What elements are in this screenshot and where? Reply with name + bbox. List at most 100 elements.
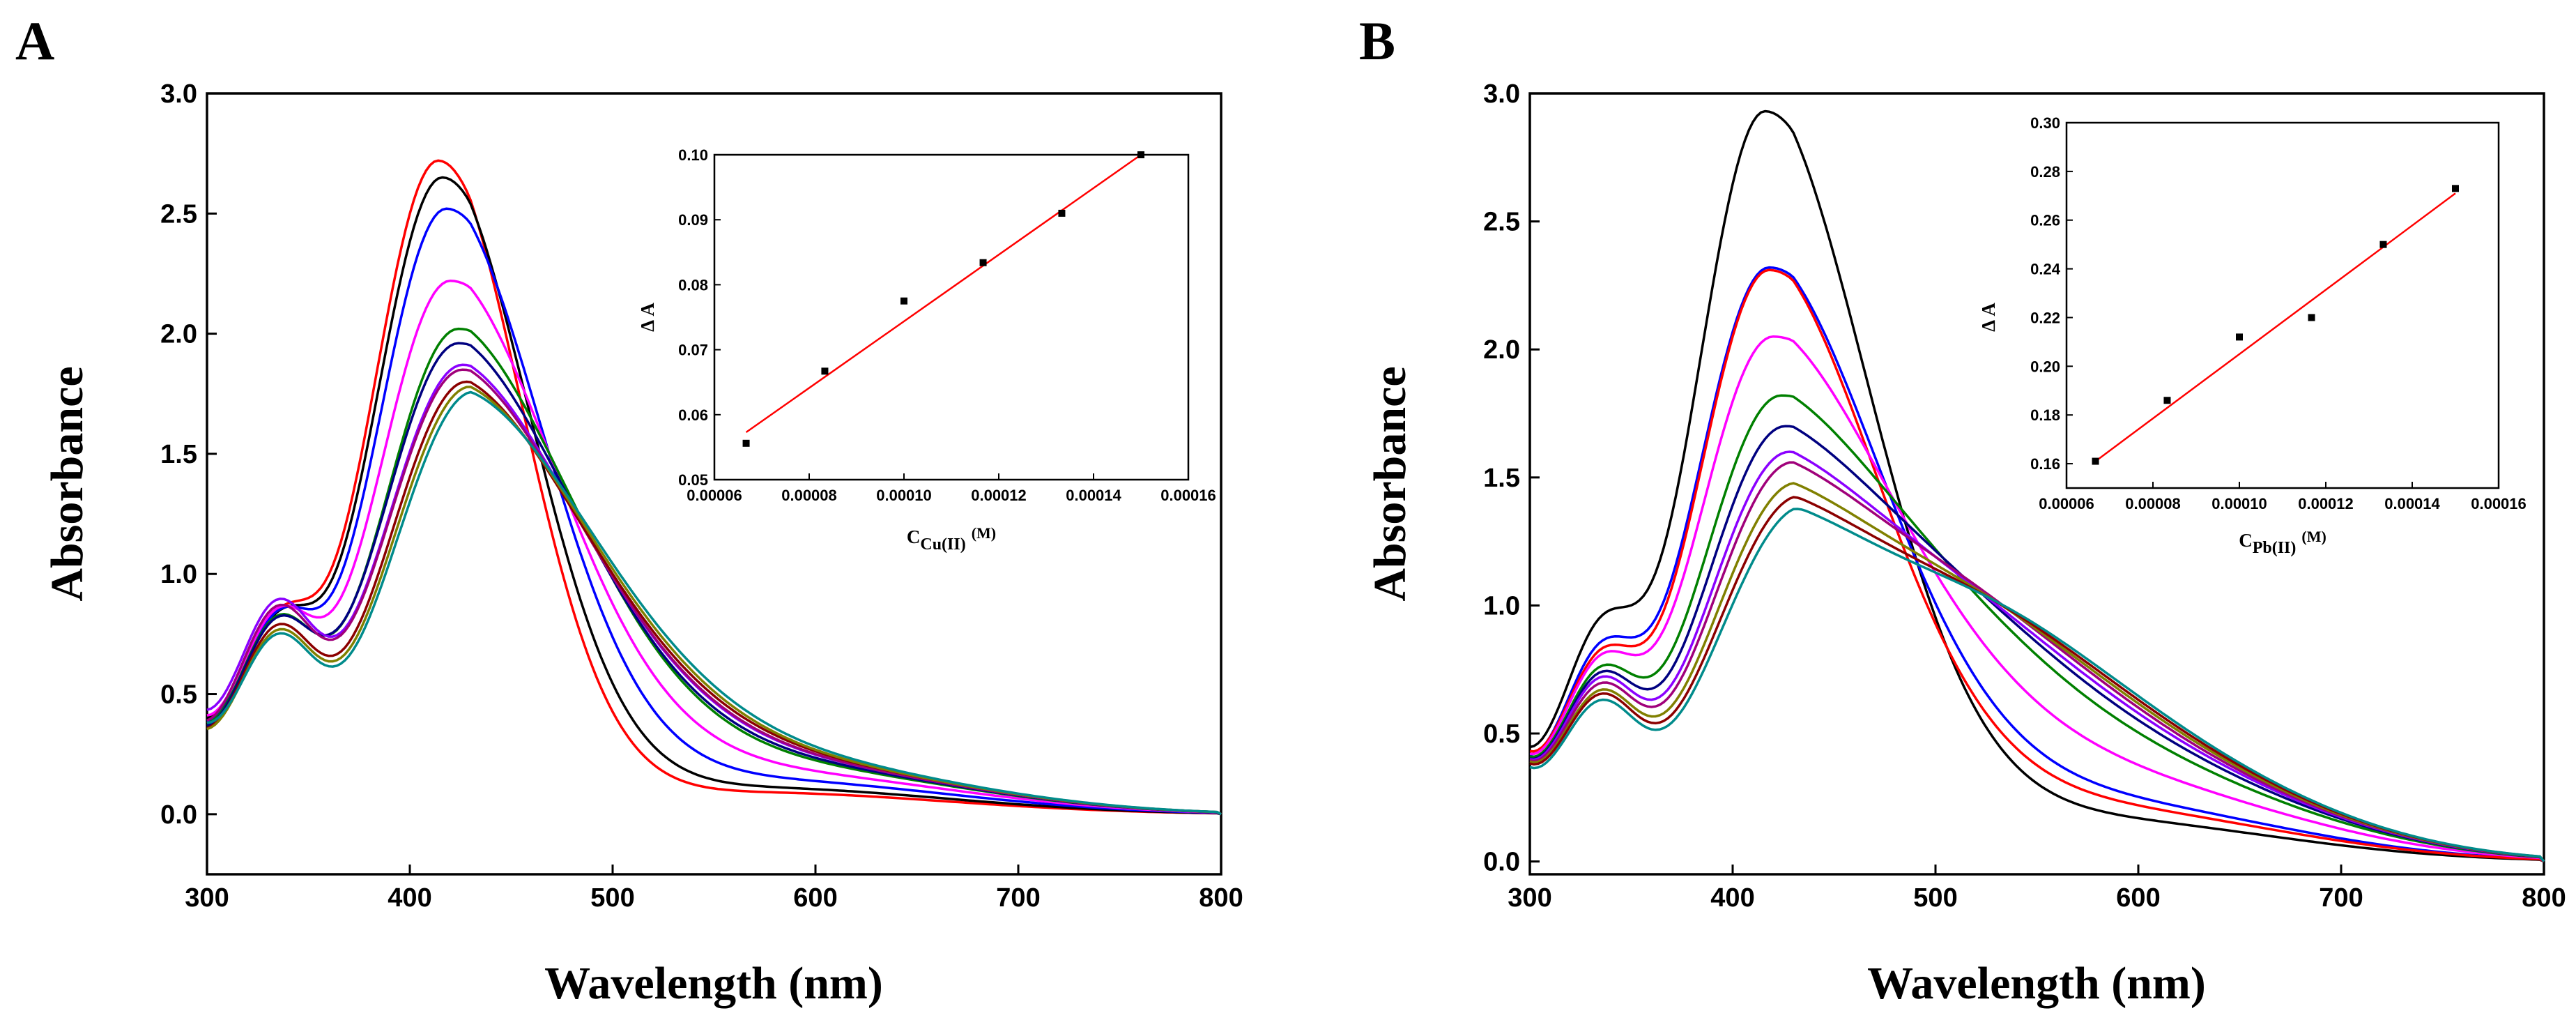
- inset-ticks-b: 0.00006 0.00008 0.00010 0.00012 0.00014 0.000…: [2030, 114, 2527, 512]
- y-tick-label: 2.5: [160, 199, 197, 229]
- inset-x-tick-label: 0.00014: [1066, 487, 1121, 504]
- inset-y-tick-label: 0.08: [678, 276, 708, 294]
- spectrum-line-c4: [206, 279, 1222, 816]
- inset-y-tick-label: 0.10: [678, 146, 708, 164]
- inset-y-tick-label: 0.22: [2030, 309, 2060, 326]
- inset-x-label-b: CPb(II)(M): [2239, 528, 2326, 557]
- inset-x-tick-label: 0.00008: [2125, 495, 2181, 512]
- series-group-b: [1529, 109, 2545, 863]
- plot-frame-a: [206, 92, 1222, 876]
- inset-data-point: [1058, 209, 1066, 217]
- inset-ticks-a: 0.00006 0.00008 0.00010 0.00012 0.00014 0.000…: [678, 146, 1216, 504]
- y-tick-label: 0.5: [1483, 720, 1520, 749]
- panel-a: A 300 400 500 600 700 800 0.0 0.5 1.0 1.5 2.0 2.5 3…: [15, 10, 1243, 1009]
- inset-x-tick-label: 0.00008: [781, 487, 837, 504]
- panel-b: B 300 400 500 600 700 800 0.0 0.5 1.0 1.5 2.0 2.5 3…: [1359, 10, 2566, 1009]
- inset-data-point: [1137, 151, 1144, 158]
- y-tick-label: 2.0: [1483, 335, 1520, 365]
- y-tick-label: 3.0: [160, 79, 197, 109]
- inset-data-point: [742, 439, 750, 447]
- spectrum-line-c11: [206, 390, 1222, 816]
- spectrum-line-c3: [1529, 268, 2545, 863]
- inset-x-label-a: CCu(II)(M): [907, 524, 996, 554]
- inset-fit-line: [745, 153, 1142, 433]
- inset-data-point: [2452, 185, 2459, 192]
- inset-x-tick-label: 0.00012: [2298, 495, 2354, 512]
- x-tick-label: 600: [2116, 883, 2160, 913]
- spectrum-line-c1: [1529, 109, 2545, 863]
- y-axis-ticks-b: 0.0 0.5 1.0 1.5 2.0 2.5 3.0: [1483, 79, 1540, 877]
- x-tick-label: 300: [1508, 883, 1551, 913]
- spectrum-line-c2: [206, 176, 1222, 816]
- inset-data-point: [979, 259, 987, 266]
- x-tick-label: 700: [2319, 883, 2363, 913]
- inset-data-point: [2092, 457, 2099, 465]
- inset-y-tick-label: 0.16: [2030, 455, 2060, 473]
- inset-x-tick-label: 0.00012: [971, 487, 1027, 504]
- inset-x-tick-label: 0.00016: [2471, 495, 2527, 512]
- y-tick-label: 3.0: [1483, 79, 1520, 109]
- x-axis-ticks-b: 300 400 500 600 700 800: [1508, 865, 2566, 913]
- inset-frame-b: [2065, 121, 2500, 489]
- y-tick-label: 0.0: [1483, 848, 1520, 877]
- y-tick-label: 1.5: [1483, 464, 1520, 493]
- inset-marks-a: [742, 151, 1144, 447]
- inset-data-point: [821, 367, 829, 375]
- y-tick-label: 1.0: [1483, 591, 1520, 621]
- x-tick-label: 700: [996, 883, 1040, 913]
- x-axis-ticks-a: 300 400 500 600 700 800: [185, 865, 1243, 913]
- spectrum-line-c11: [1529, 508, 2545, 862]
- x-axis-label-a: Wavelength (nm): [544, 958, 883, 1009]
- inset-y-tick-label: 0.09: [678, 211, 708, 229]
- inset-y-tick-label: 0.28: [2030, 163, 2060, 181]
- spectrum-line-c6: [1529, 425, 2545, 862]
- spectrum-line-c4: [1529, 335, 2545, 862]
- inset-x-tick-label: 0.00016: [1160, 487, 1216, 504]
- spectrum-line-c1: [206, 159, 1222, 816]
- x-tick-label: 500: [590, 883, 634, 913]
- inset-a: 0.00006 0.00008 0.00010 0.00012 0.00014 0.000…: [637, 146, 1216, 554]
- y-axis-label-b: Absorbance: [1365, 366, 1416, 601]
- inset-fit-line: [2094, 192, 2456, 462]
- inset-b: 0.00006 0.00008 0.00010 0.00012 0.00014 0.000…: [1978, 114, 2527, 557]
- inset-y-tick-label: 0.06: [678, 406, 708, 424]
- inset-y-tick-label: 0.20: [2030, 358, 2060, 375]
- inset-x-tick-label: 0.00014: [2384, 495, 2440, 512]
- inset-y-label-b: Δ A: [1978, 303, 1999, 332]
- inset-y-tick-label: 0.05: [678, 471, 708, 489]
- y-tick-label: 2.5: [1483, 208, 1520, 237]
- inset-y-tick-label: 0.24: [2030, 261, 2061, 278]
- inset-x-tick-label: 0.00006: [687, 487, 742, 504]
- inset-data-point: [2379, 241, 2387, 248]
- spectrum-line-c8: [1529, 461, 2545, 862]
- x-tick-label: 600: [793, 883, 837, 913]
- spectrum-line-c5: [1529, 394, 2545, 862]
- inset-y-tick-label: 0.07: [678, 342, 708, 359]
- x-tick-label: 400: [1710, 883, 1754, 913]
- spectrum-line-c3: [206, 207, 1222, 816]
- inset-x-tick-label: 0.00010: [2211, 495, 2267, 512]
- inset-x-tick-label: 0.00006: [2039, 495, 2094, 512]
- inset-data-point: [2236, 333, 2243, 341]
- y-axis-label-a: Absorbance: [42, 366, 93, 601]
- x-axis-label-b: Wavelength (nm): [1867, 958, 2206, 1009]
- y-tick-label: 1.5: [160, 440, 197, 469]
- x-tick-label: 800: [1199, 883, 1243, 913]
- inset-y-tick-label: 0.30: [2030, 114, 2060, 132]
- y-tick-label: 0.5: [160, 680, 197, 710]
- y-tick-label: 0.0: [160, 800, 197, 830]
- panel-label-a: A: [15, 10, 54, 71]
- x-tick-label: 300: [185, 883, 229, 913]
- series-group-a: [206, 159, 1222, 816]
- y-axis-ticks-a: 0.0 0.5 1.0 1.5 2.0 2.5 3.0: [160, 79, 217, 830]
- inset-data-point: [900, 297, 907, 305]
- inset-marks-b: [2092, 185, 2459, 465]
- inset-y-tick-label: 0.18: [2030, 406, 2060, 424]
- inset-x-tick-label: 0.00010: [876, 487, 932, 504]
- x-tick-label: 800: [2522, 883, 2566, 913]
- x-tick-label: 400: [388, 883, 431, 913]
- inset-data-point: [2163, 397, 2171, 404]
- inset-frame-a: [713, 153, 1190, 481]
- panel-label-b: B: [1359, 10, 1395, 71]
